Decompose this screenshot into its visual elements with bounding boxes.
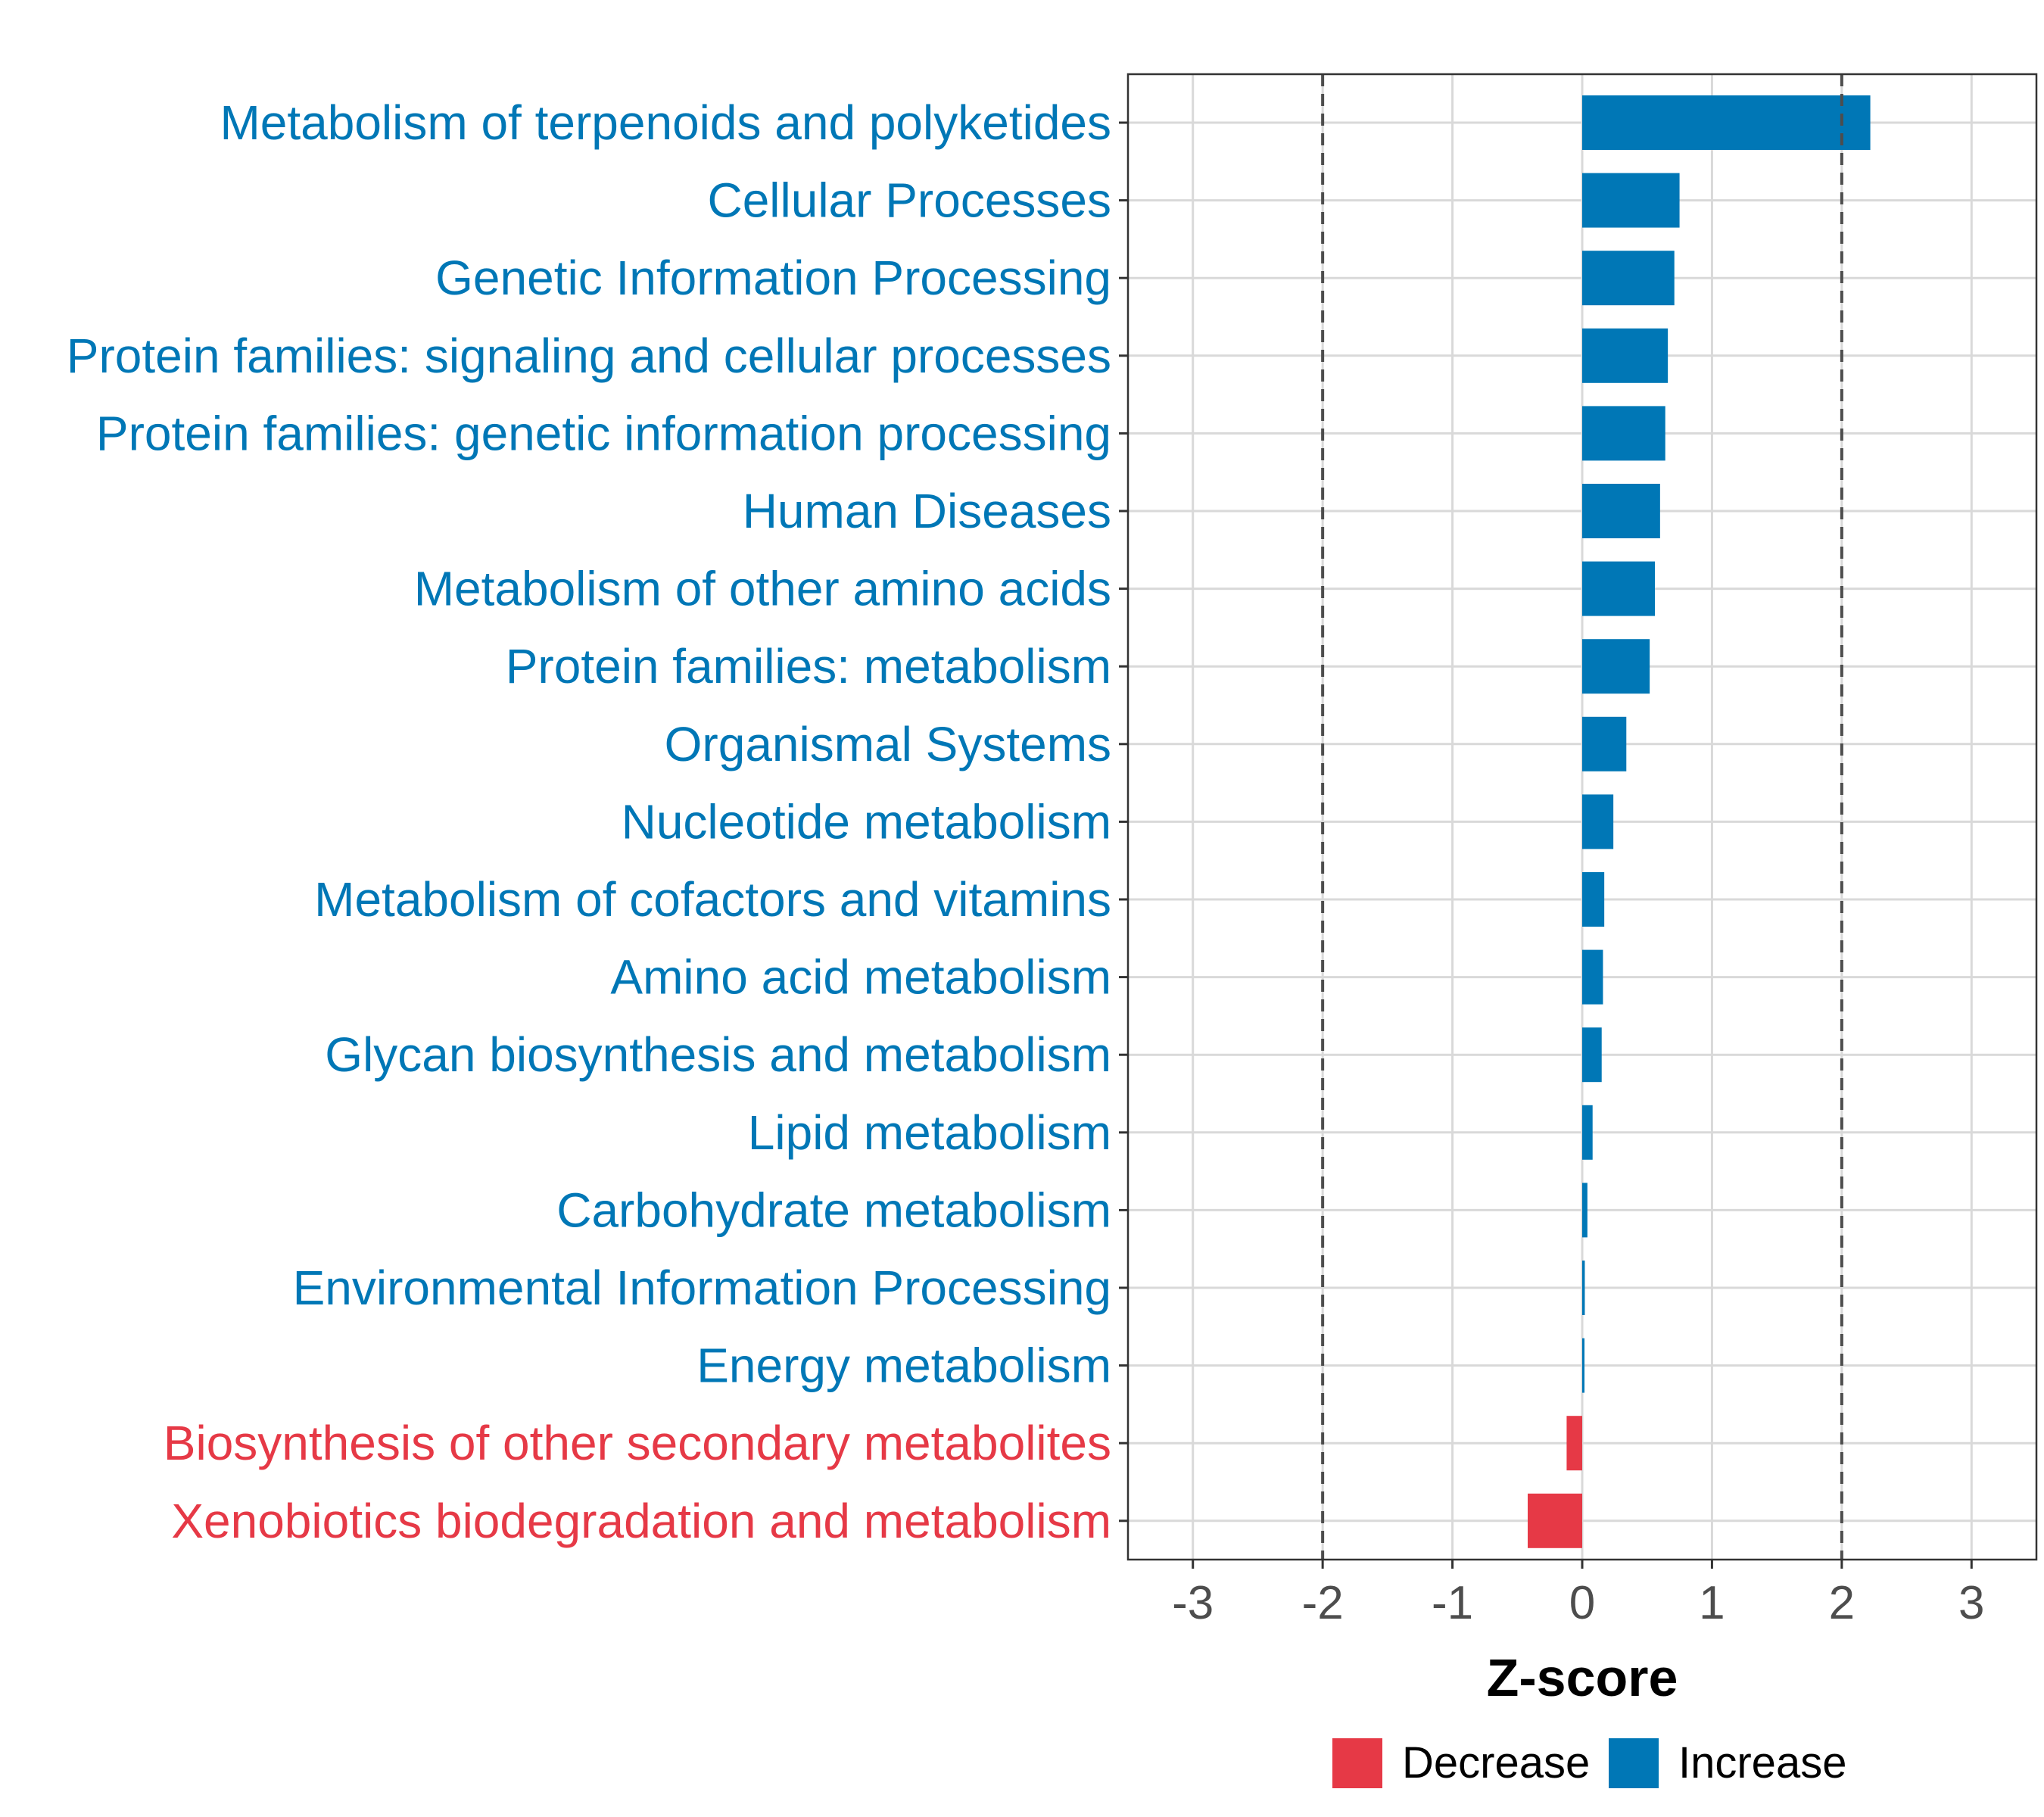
x-tick-label: 1 bbox=[1699, 1577, 1725, 1629]
bar-1 bbox=[1582, 95, 1871, 150]
y-tick-label: Organismal Systems bbox=[665, 717, 1111, 771]
y-tick-label: Cellular Processes bbox=[707, 173, 1111, 228]
y-tick-label: Xenobiotics biodegradation and metabolis… bbox=[171, 1494, 1111, 1548]
y-tick-label: Protein families: genetic information pr… bbox=[96, 406, 1111, 460]
y-tick-label: Metabolism of other amino acids bbox=[414, 562, 1111, 616]
y-tick-label: Protein families: signaling and cellular… bbox=[67, 329, 1111, 383]
legend-swatch-decrease bbox=[1332, 1738, 1382, 1788]
y-tick-label: Metabolism of cofactors and vitamins bbox=[314, 872, 1111, 927]
bar-12 bbox=[1582, 949, 1603, 1005]
bar-14 bbox=[1582, 1105, 1593, 1160]
y-axis-ticks: Metabolism of terpenoids and polyketides… bbox=[67, 95, 1128, 1548]
y-tick-label: Environmental Information Processing bbox=[293, 1261, 1111, 1315]
x-tick-label: -3 bbox=[1172, 1577, 1214, 1629]
legend-label-increase: Increase bbox=[1678, 1738, 1846, 1787]
bar-10 bbox=[1582, 794, 1614, 849]
bar-9 bbox=[1582, 716, 1627, 771]
bar-17 bbox=[1582, 1338, 1584, 1393]
y-tick-label: Metabolism of terpenoids and polyketides bbox=[220, 95, 1111, 150]
x-tick-label: 3 bbox=[1958, 1577, 1984, 1629]
x-axis-title: Z-score bbox=[1487, 1648, 1678, 1707]
threshold-lines bbox=[1321, 74, 1843, 1560]
x-tick-label: 0 bbox=[1569, 1577, 1595, 1629]
y-tick-label: Nucleotide metabolism bbox=[622, 794, 1111, 849]
bars bbox=[1528, 95, 1871, 1548]
x-tick-label: 2 bbox=[1829, 1577, 1855, 1629]
bar-19 bbox=[1528, 1493, 1582, 1548]
legend: Decrease Increase bbox=[1332, 1738, 1846, 1788]
bar-6 bbox=[1582, 484, 1660, 538]
y-tick-label: Amino acid metabolism bbox=[610, 950, 1111, 1005]
bar-18 bbox=[1566, 1416, 1582, 1471]
y-tick-label: Genetic Information Processing bbox=[435, 251, 1111, 305]
y-tick-label: Carbohydrate metabolism bbox=[556, 1183, 1111, 1237]
bar-16 bbox=[1582, 1261, 1585, 1315]
legend-label-decrease: Decrease bbox=[1402, 1738, 1590, 1787]
x-tick-label: -1 bbox=[1432, 1577, 1473, 1629]
x-tick-label: -2 bbox=[1302, 1577, 1344, 1629]
x-axis-ticks: -3 -2 -1 0 1 2 3 bbox=[1172, 1560, 1985, 1629]
bar-7 bbox=[1582, 561, 1655, 616]
y-tick-label: Glycan biosynthesis and metabolism bbox=[325, 1027, 1111, 1082]
bar-4 bbox=[1582, 328, 1669, 383]
bar-5 bbox=[1582, 406, 1665, 461]
bar-8 bbox=[1582, 639, 1650, 694]
y-tick-label: Protein families: metabolism bbox=[506, 639, 1111, 693]
bar-13 bbox=[1582, 1027, 1602, 1083]
y-tick-label: Biosynthesis of other secondary metaboli… bbox=[164, 1416, 1111, 1470]
y-tick-label: Energy metabolism bbox=[696, 1339, 1111, 1393]
bar-3 bbox=[1582, 251, 1675, 306]
bar-11 bbox=[1582, 872, 1605, 927]
legend-swatch-increase bbox=[1609, 1738, 1659, 1788]
y-tick-label: Human Diseases bbox=[743, 484, 1111, 538]
y-tick-label: Lipid metabolism bbox=[748, 1105, 1111, 1160]
bar-15 bbox=[1582, 1183, 1588, 1238]
bar-2 bbox=[1582, 173, 1680, 228]
